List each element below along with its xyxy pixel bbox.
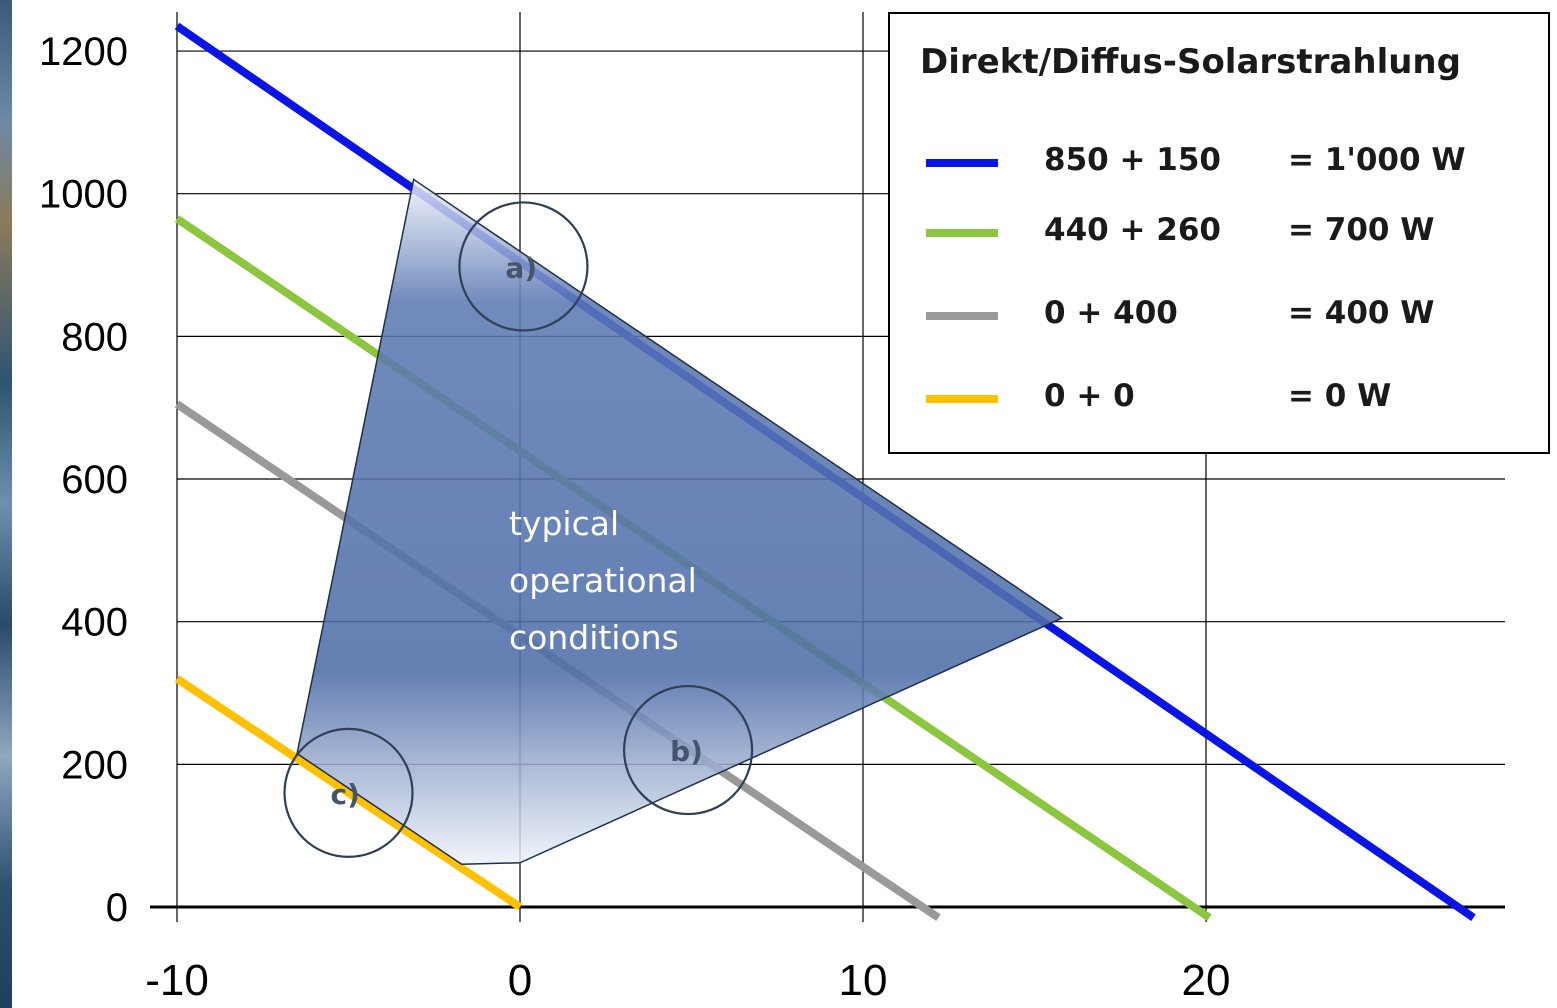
legend-swatch [926,229,998,237]
marker-label: b) [670,735,703,768]
y-tick-label: 200 [61,743,128,787]
x-tick-label: 0 [508,956,532,1005]
condition-markers: a) b) c) [283,201,754,858]
legend-series-name: 850 + 150 [1044,142,1221,178]
marker-circle [622,684,754,816]
y-tick-label: 400 [61,601,128,645]
tick-labels: 0 200 400 600 800 1000 1200 -10 0 10 20 [39,30,1230,1005]
x-tick-label: 10 [839,956,888,1005]
marker-label: a) [505,251,537,284]
legend-series-total: = 1'000 W [1288,142,1466,178]
legend-series-total: = 700 W [1288,212,1435,248]
legend-row-400w: 0 + 400 = 400 W [890,295,1550,335]
legend-swatch [926,312,998,320]
marker-circle [283,727,414,858]
legend-title: Direkt/Diffus-Solarstrahlung [920,42,1461,82]
region-label-line-2: operational [509,561,697,600]
legend-series-total: = 0 W [1288,378,1392,414]
region-label-line-3: conditions [509,618,679,657]
y-tick-label: 1000 [39,173,128,217]
marker-label: c) [331,778,360,811]
legend-series-name: 0 + 400 [1044,295,1178,331]
series-line [174,675,523,911]
legend-row-0w: 0 + 0 = 0 W [890,378,1550,418]
y-tick-label: 1200 [39,30,128,74]
legend-series-name: 440 + 260 [1044,212,1221,248]
x-tick-label: 20 [1182,956,1231,1005]
y-tick-label: 0 [106,886,128,930]
legend-swatch [926,159,998,167]
legend-series-name: 0 + 0 [1044,378,1135,414]
background-photo-strip [0,0,12,1008]
region-label-line-1: typical [509,504,619,543]
legend-series-total: = 400 W [1288,295,1435,331]
operational-region: typical operational conditions [296,178,1064,865]
legend-swatch [926,395,998,403]
legend: Direkt/Diffus-Solarstrahlung 850 + 150 =… [888,12,1550,454]
operational-region-shape [296,178,1064,865]
marker-circle [458,201,589,332]
legend-row-700w: 440 + 260 = 700 W [890,212,1550,252]
legend-row-1000w: 850 + 150 = 1'000 W [890,142,1550,182]
y-tick-label: 600 [61,458,128,502]
x-tick-label: -10 [145,956,209,1005]
y-tick-label: 800 [61,315,128,359]
